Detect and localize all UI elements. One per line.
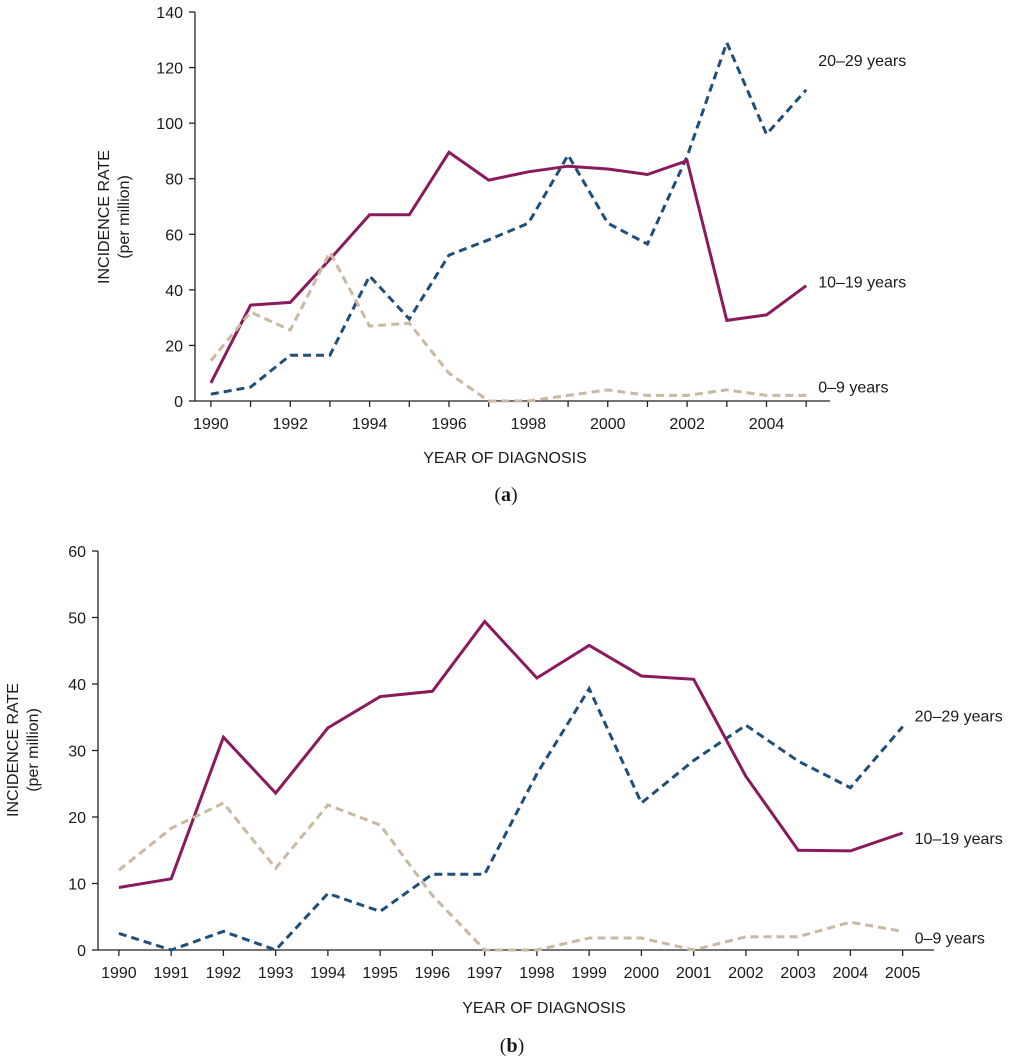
- y-tick-label: 80: [165, 172, 183, 189]
- x-tick-label: 1993: [258, 965, 294, 982]
- panel-label-a: (a): [494, 484, 517, 506]
- x-tick-label: 1991: [153, 965, 189, 982]
- x-tick-label: 1998: [511, 416, 547, 433]
- series-end-label: 20–29 years: [818, 53, 906, 70]
- panel-label-b-letter: b: [506, 1035, 517, 1057]
- series-end-label: 20–29 years: [915, 709, 1003, 726]
- series-line-0-9-years: [209, 249, 807, 403]
- series-line-20-29-years: [118, 685, 904, 952]
- series-end-label: 0–9 years: [915, 930, 985, 947]
- x-tick-label: 1992: [206, 965, 242, 982]
- x-tick-label: 1999: [571, 965, 607, 982]
- y-tick-label: 20: [68, 810, 86, 827]
- y-tick-label: 60: [68, 544, 86, 561]
- y-tick-label: 50: [68, 611, 86, 628]
- x-tick-label: 2000: [590, 416, 626, 433]
- series-end-label: 10–19 years: [818, 275, 906, 292]
- chart-panel-a: INCIDENCE RATE (per million) YEAR OF DIA…: [96, 5, 906, 506]
- y-axis-title-line2: (per million): [25, 708, 42, 792]
- x-tick-label: 1994: [352, 416, 388, 433]
- x-tick-label: 2002: [669, 416, 705, 433]
- x-tick-label: 1990: [193, 416, 229, 433]
- y-tick-label: 0: [77, 943, 86, 960]
- x-axis-title: YEAR OF DIAGNOSIS: [462, 1000, 626, 1017]
- series-line-10-19-years: [209, 150, 808, 384]
- series-line-20-29-years: [210, 38, 808, 396]
- y-axis-title-line1: INCIDENCE RATE: [5, 683, 22, 817]
- y-tick-label: 40: [165, 283, 183, 300]
- x-tick-label: 2004: [833, 965, 869, 982]
- panel-label-b: (b): [500, 1035, 524, 1057]
- y-axis-title-line1: INCIDENCE RATE: [96, 150, 113, 284]
- x-tick-label: 1996: [431, 416, 467, 433]
- chart-panel-b: INCIDENCE RATE (per million) YEAR OF DIA…: [5, 544, 1003, 1057]
- series-end-label: 0–9 years: [818, 379, 888, 396]
- panel-label-a-letter: a: [501, 484, 511, 506]
- x-tick-label: 2002: [728, 965, 764, 982]
- x-tick-label: 1996: [415, 965, 451, 982]
- y-tick-label: 140: [156, 5, 183, 22]
- y-tick-label: 100: [156, 116, 183, 133]
- y-tick-label: 60: [165, 227, 183, 244]
- x-tick-label: 2004: [749, 416, 785, 433]
- x-tick-label: 2000: [624, 965, 660, 982]
- series-line-0-9-years: [117, 801, 903, 952]
- x-tick-label: 2001: [676, 965, 712, 982]
- series-line-10-19-years: [118, 619, 904, 889]
- y-axis-title-line2: (per million): [116, 175, 133, 259]
- x-axis-title: YEAR OF DIAGNOSIS: [423, 450, 587, 467]
- x-tick-label: 1995: [362, 965, 398, 982]
- y-tick-label: 120: [156, 61, 183, 78]
- x-tick-label: 2003: [780, 965, 816, 982]
- y-tick-label: 30: [68, 744, 86, 761]
- y-tick-label: 0: [174, 394, 183, 411]
- y-tick-label: 10: [68, 877, 86, 894]
- x-tick-label: 2005: [885, 965, 921, 982]
- series-end-label: 10–19 years: [915, 831, 1003, 848]
- x-tick-label: 1998: [519, 965, 555, 982]
- y-tick-label: 40: [68, 677, 86, 694]
- x-tick-label: 1994: [310, 965, 346, 982]
- y-tick-label: 20: [165, 338, 183, 355]
- x-tick-label: 1997: [467, 965, 503, 982]
- x-tick-label: 1990: [101, 965, 137, 982]
- x-tick-label: 1992: [272, 416, 308, 433]
